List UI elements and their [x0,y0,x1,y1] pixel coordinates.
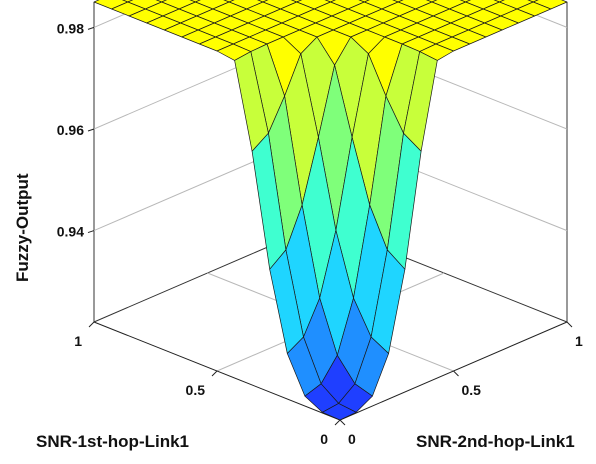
surface-cell [256,0,269,3]
z-tick-label: 0.96 [57,122,84,138]
z-tick-label: 0.98 [57,20,84,36]
y-tick-mark [339,419,346,426]
y-tick-label: 1 [575,333,583,349]
x-axis-label: SNR-1st-hop-Link1 [36,432,189,451]
surface-cell [527,0,539,3]
surface-cell [322,403,357,421]
surface-cell [493,0,505,3]
surface-cell [358,0,370,3]
x-tick-label: 0.5 [186,382,206,398]
tick-labels: 0.94 0.96 0.98 0 0.5 1 0 0.5 1 [57,20,583,447]
x-tick-label: 0 [320,431,328,447]
surface-cell [121,0,134,3]
y-axis-label: SNR-2nd-hop-Link1 [416,432,575,451]
x-tick-mark [334,419,341,426]
surface-cell [459,0,472,3]
z-tick-mark [87,26,95,30]
surface-cell [425,0,438,3]
surface-cell [324,0,337,3]
surface-cell [223,0,235,3]
surface-cell [155,0,168,3]
z-tick-mark [87,128,95,132]
y-tick-mark [453,370,459,377]
surface-cell [290,0,303,3]
z-tick-mark [87,230,95,234]
z-tick-label: 0.94 [57,224,84,240]
z-axis-label: Fuzzy-Output [13,173,32,282]
x-tick-mark [211,370,218,377]
x-tick-label: 1 [74,333,82,349]
surface-cell [189,0,201,3]
y-tick-mark [566,321,573,328]
y-tick-label: 0.5 [462,382,482,398]
surface-cell [392,0,404,3]
surface-mesh [93,0,568,421]
x-tick-mark [88,321,95,328]
y-tick-label: 0 [348,431,356,447]
